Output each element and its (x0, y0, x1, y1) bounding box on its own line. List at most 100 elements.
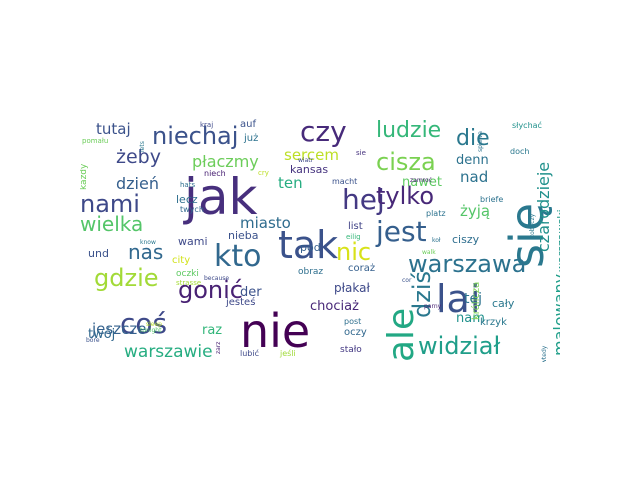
cloud-word: nam (456, 311, 485, 326)
cloud-word: hats (180, 181, 196, 189)
cloud-word: lubić (240, 349, 259, 358)
cloud-word: die (456, 126, 490, 151)
cloud-word: gonić (178, 276, 243, 304)
cloud-word: macht (332, 177, 358, 186)
cloud-word: czy (300, 118, 347, 148)
cloud-word: parny (424, 303, 442, 310)
cloud-word: jeśli (280, 349, 296, 358)
cloud-word: eilig (346, 233, 361, 241)
cloud-word: walk (422, 249, 436, 256)
cloud-word: koł (432, 237, 441, 244)
cloud-word: nic (336, 238, 372, 266)
word-cloud: nie jak się tak lai ale kto jest hej coś… (80, 118, 560, 362)
cloud-word: city (172, 255, 191, 266)
cloud-word: sercem (284, 146, 339, 164)
cloud-word: sleep (146, 321, 162, 328)
cloud-word: cały (492, 297, 515, 310)
cloud-word: oczki (176, 269, 199, 279)
cloud-word: widział (418, 332, 501, 360)
cloud-word: post (344, 317, 362, 326)
cloud-word: dziś (408, 270, 436, 318)
cloud-word: jak (184, 168, 258, 226)
cloud-word: ten (278, 174, 303, 192)
cloud-word: słychać (512, 121, 542, 130)
cloud-word: zamroć (410, 177, 432, 184)
cloud-word: miasto (240, 214, 291, 232)
cloud-word: doch (510, 147, 530, 156)
cloud-word: królicza (471, 281, 482, 320)
cloud-word: czarodzieje (534, 161, 553, 252)
cloud-word: wtedy (541, 345, 548, 362)
cloud-word: know (140, 239, 156, 246)
cloud-word: jeszcze (92, 320, 147, 338)
cloud-word: ludzie (376, 118, 442, 143)
cloud-word: twój (88, 327, 116, 342)
cloud-word: spiewa (477, 131, 484, 152)
cloud-word: wami (178, 235, 208, 248)
cloud-word: tej (464, 291, 482, 307)
cloud-word: niech (204, 169, 226, 178)
cloud-word: pod (300, 241, 321, 254)
cloud-word: nas (128, 240, 164, 264)
cloud-word: gdzie (94, 264, 159, 292)
cloud-word: chociaż (310, 299, 359, 314)
cloud-word: tutaj (96, 120, 131, 138)
cloud-word: żyją (460, 202, 491, 220)
cloud-word: warszawski (555, 209, 560, 272)
cloud-word: warszawa (408, 250, 527, 278)
cloud-word: nami (80, 190, 140, 218)
cloud-word: list (348, 221, 363, 232)
cloud-word: lecz (176, 193, 198, 206)
cloud-word: malowany (550, 273, 560, 356)
cloud-word: lai (436, 277, 481, 321)
cloud-word: bore (86, 337, 100, 344)
cloud-word: tylko (376, 182, 435, 210)
cloud-word: zarz (215, 341, 222, 354)
cloud-word: der (240, 285, 262, 300)
cloud-word: płaczmy (192, 152, 259, 171)
cloud-word: obraz (298, 267, 324, 277)
cloud-word: tak (278, 223, 339, 267)
cloud-word: because (204, 275, 230, 282)
cloud-word: auf (240, 119, 256, 130)
cloud-word: krzyk (480, 317, 507, 328)
cloud-word: żeby (116, 146, 161, 168)
cloud-word: sie (356, 149, 366, 157)
cloud-word: coraż (348, 263, 376, 274)
cloud-word: raz (202, 323, 223, 338)
cloud-word: strasse (176, 279, 202, 287)
cloud-word: und (88, 247, 109, 260)
cloud-word: jesteś (226, 297, 256, 308)
cloud-word: płakał (334, 281, 370, 295)
cloud-word: zobaczy (529, 213, 536, 238)
cloud-word: nawet (402, 175, 442, 190)
cloud-word: cisza (376, 148, 436, 176)
cloud-word: cor (402, 277, 412, 284)
cloud-word: nad (460, 168, 489, 186)
cloud-word: coś (120, 307, 168, 340)
cloud-word: tonight (140, 327, 162, 334)
cloud-word: hej (342, 183, 385, 216)
cloud-word: cry (258, 169, 269, 177)
cloud-word: jest (376, 215, 427, 248)
cloud-word: briefe (480, 195, 504, 204)
cloud-word: lets (139, 141, 146, 152)
cloud-word: twych (180, 205, 204, 214)
cloud-word: wiatr (298, 157, 314, 164)
cloud-word: wielka (80, 212, 144, 236)
cloud-word: kto (214, 239, 262, 274)
cloud-word: już (244, 133, 259, 144)
cloud-word: nieba (228, 229, 259, 242)
cloud-word: pomału (82, 137, 109, 145)
cloud-word: kraj (200, 121, 214, 129)
cloud-word: dzień (116, 174, 159, 193)
cloud-word: denn (456, 153, 489, 168)
cloud-word: oczy (344, 327, 367, 338)
cloud-word: niechaj (152, 122, 239, 150)
cloud-word: warszawie (124, 342, 213, 362)
cloud-word: nie (240, 304, 311, 358)
cloud-word: ciszy (452, 233, 480, 246)
cloud-word: platz (426, 209, 446, 218)
cloud-word: każdy (80, 163, 89, 190)
cloud-word: stało (340, 345, 362, 355)
